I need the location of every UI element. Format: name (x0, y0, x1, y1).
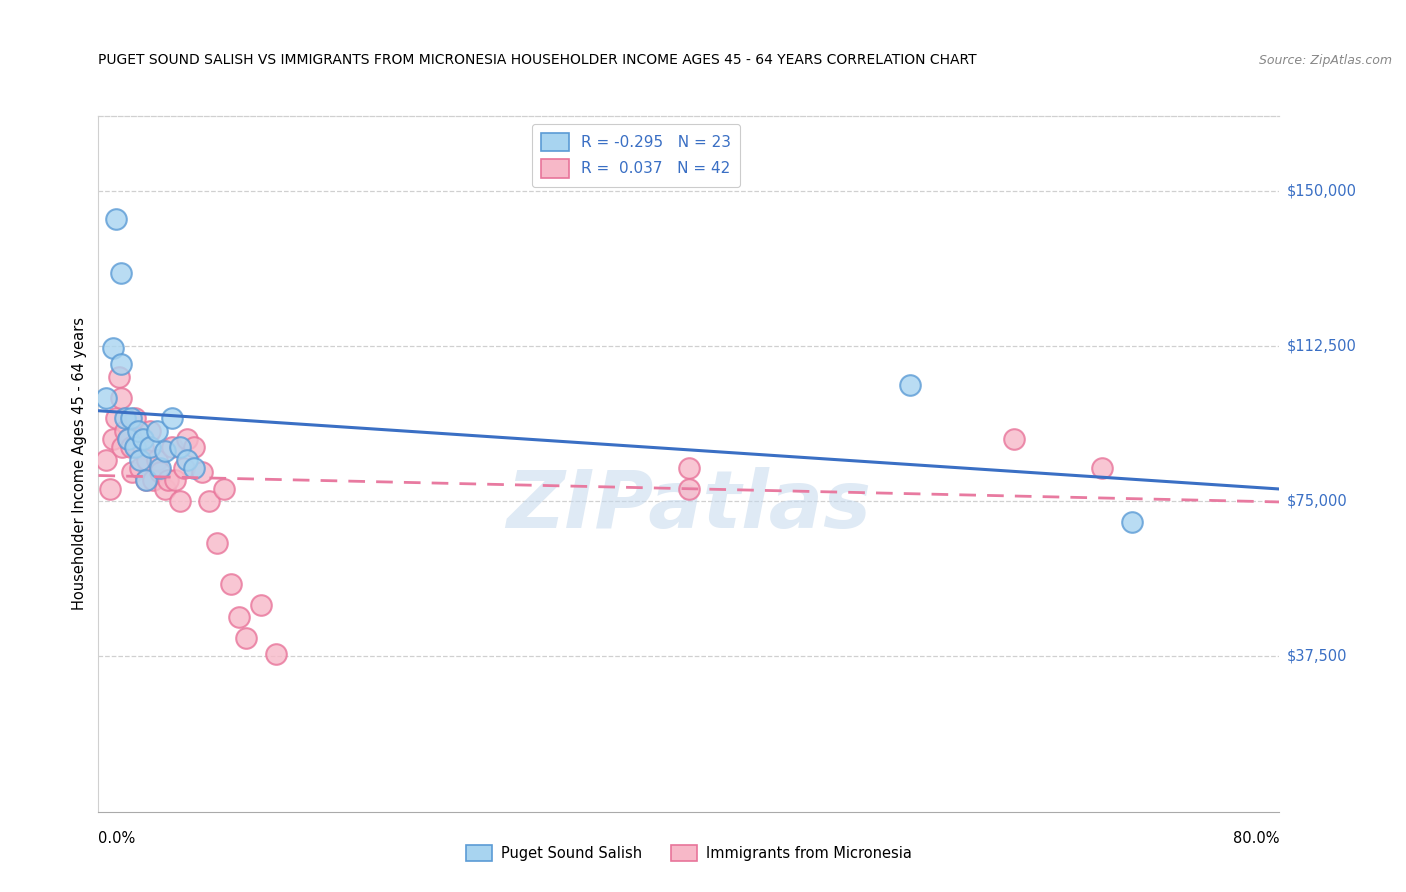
Point (127, 424, 149, 438)
Point (135, 474, 157, 488)
Point (205, 535, 228, 549)
Point (1091, 461, 1114, 475)
Point (136, 452, 159, 467)
Point (142, 474, 165, 488)
Point (173, 461, 195, 475)
Point (183, 440, 205, 454)
Point (103, 432, 125, 446)
Text: 80.0%: 80.0% (1233, 831, 1279, 846)
Point (114, 424, 136, 438)
Text: $37,500: $37,500 (1286, 648, 1347, 664)
Point (165, 474, 187, 488)
Point (125, 440, 148, 454)
Point (98, 482, 121, 496)
Text: $112,500: $112,500 (1286, 338, 1357, 353)
Point (139, 440, 162, 454)
Point (135, 474, 157, 488)
Point (120, 411, 142, 425)
Point (212, 482, 235, 496)
Point (228, 610, 250, 624)
Point (183, 461, 205, 475)
Point (169, 440, 191, 454)
Point (176, 452, 198, 467)
Point (219, 577, 242, 591)
Text: $75,000: $75,000 (1286, 493, 1347, 508)
Point (162, 411, 183, 425)
Point (162, 440, 183, 454)
Point (146, 424, 169, 438)
Text: ZIPatlas: ZIPatlas (506, 467, 872, 545)
Point (149, 465, 172, 479)
Point (105, 411, 128, 425)
Point (149, 461, 172, 475)
Point (1121, 515, 1143, 529)
Point (94, 452, 117, 467)
Text: $150,000: $150,000 (1286, 183, 1357, 198)
Point (146, 452, 169, 467)
Point (124, 440, 146, 454)
Point (264, 648, 287, 662)
Point (103, 341, 125, 355)
Y-axis label: Householder Income Ages 45 - 64 years: Householder Income Ages 45 - 64 years (72, 318, 87, 610)
Point (250, 598, 273, 612)
Text: Source: ZipAtlas.com: Source: ZipAtlas.com (1258, 54, 1392, 67)
Point (153, 444, 176, 458)
Point (1002, 432, 1025, 446)
Legend: Puget Sound Salish, Immigrants from Micronesia: Puget Sound Salish, Immigrants from Micr… (460, 839, 918, 867)
Point (121, 465, 143, 479)
Point (110, 391, 132, 405)
Point (124, 411, 146, 425)
Point (198, 494, 221, 508)
Point (176, 432, 198, 446)
Point (678, 461, 700, 475)
Point (108, 369, 131, 384)
Point (110, 358, 132, 372)
Text: 0.0%: 0.0% (98, 831, 135, 846)
Point (120, 440, 142, 454)
Point (169, 494, 191, 508)
Point (156, 474, 179, 488)
Point (94, 391, 117, 405)
Point (128, 452, 150, 467)
Point (117, 432, 139, 446)
Point (111, 440, 134, 454)
Point (900, 378, 922, 392)
Point (132, 432, 155, 446)
Point (110, 266, 132, 280)
Text: PUGET SOUND SALISH VS IMMIGRANTS FROM MICRONESIA HOUSEHOLDER INCOME AGES 45 - 64: PUGET SOUND SALISH VS IMMIGRANTS FROM MI… (98, 53, 977, 67)
Point (139, 424, 162, 438)
Point (235, 631, 257, 645)
Point (153, 482, 176, 496)
Point (117, 432, 139, 446)
Point (191, 465, 214, 479)
Point (132, 440, 155, 454)
Point (128, 461, 150, 475)
Point (678, 482, 700, 496)
Point (105, 212, 128, 227)
Point (114, 411, 136, 425)
